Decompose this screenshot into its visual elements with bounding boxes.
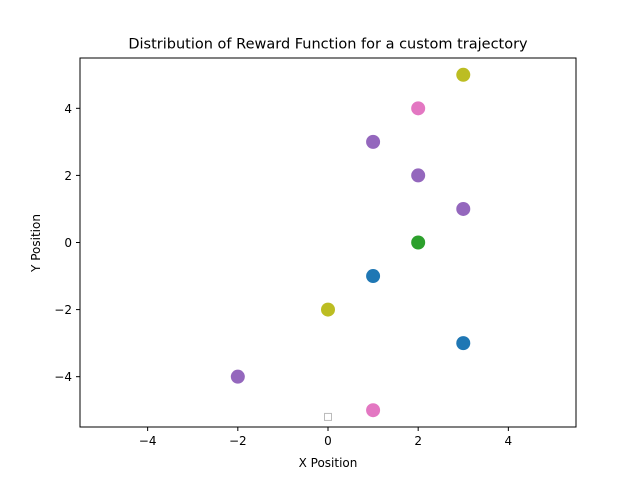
data-point-1 [411, 101, 426, 116]
y-axis-label: Y Position [29, 214, 43, 273]
x-tick-label: −2 [229, 434, 247, 448]
x-tick-label: 4 [505, 434, 513, 448]
data-point-8 [456, 336, 471, 351]
start-marker [324, 412, 332, 421]
y-tick-label: −2 [54, 303, 72, 317]
chart-title: Distribution of Reward Function for a cu… [128, 37, 528, 53]
x-axis-label: X Position [299, 456, 358, 470]
data-point-6 [366, 269, 381, 284]
y-tick-label: 2 [64, 169, 72, 183]
data-point-5 [411, 235, 426, 250]
y-tick-label: −4 [54, 370, 72, 384]
x-tick-label: 0 [324, 434, 332, 448]
data-point-4 [456, 201, 471, 216]
data-point-0 [456, 67, 471, 82]
plot-area [230, 67, 471, 421]
data-point-7 [321, 302, 335, 317]
x-tick-label: −4 [139, 434, 157, 448]
data-point-10 [366, 403, 381, 418]
x-tick-label: 2 [414, 434, 422, 448]
data-point-9 [230, 369, 245, 384]
data-point-2 [366, 134, 381, 149]
y-tick-label: 0 [64, 236, 72, 250]
axis-ticks: −4 −2 0 2 4 −4 −2 0 2 4 [54, 102, 512, 448]
data-point-3 [411, 168, 426, 183]
y-tick-label: 4 [64, 102, 72, 116]
